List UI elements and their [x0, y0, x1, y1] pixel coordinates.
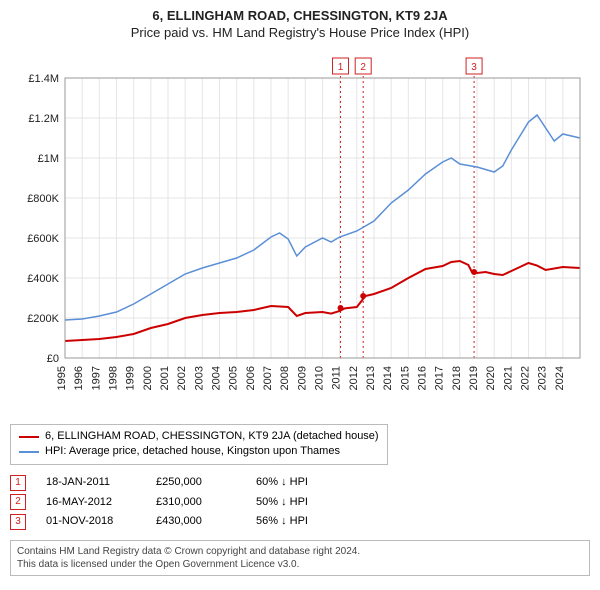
svg-text:1995: 1995 [56, 366, 68, 390]
event-date: 18-JAN-2011 [46, 473, 136, 493]
svg-text:£400K: £400K [27, 273, 59, 285]
svg-text:3: 3 [471, 62, 477, 73]
svg-text:2022: 2022 [520, 366, 532, 390]
svg-text:1996: 1996 [73, 366, 85, 390]
chart-svg: £0 £200K £400K £600K £800K £1M £1.2M £1.4M 1995 1… [10, 48, 590, 418]
chart: £0 £200K £400K £600K £800K £1M £1.2M £1.4M 1995 1… [10, 48, 590, 418]
svg-text:£200K: £200K [27, 313, 59, 325]
svg-text:2002: 2002 [176, 366, 188, 390]
legend-row: HPI: Average price, detached house, King… [19, 444, 379, 459]
event-price: £310,000 [156, 493, 236, 513]
svg-text:2016: 2016 [417, 366, 429, 390]
legend: 6, ELLINGHAM ROAD, CHESSINGTON, KT9 2JA … [10, 424, 388, 465]
license: Contains HM Land Registry data © Crown c… [10, 540, 590, 576]
svg-text:1: 1 [338, 62, 344, 73]
svg-text:2003: 2003 [193, 366, 205, 390]
svg-text:2017: 2017 [434, 366, 446, 390]
svg-text:1999: 1999 [125, 366, 137, 390]
svg-text:2019: 2019 [468, 366, 480, 390]
svg-text:2009: 2009 [296, 366, 308, 390]
svg-text:1998: 1998 [108, 366, 120, 390]
event-number: 1 [10, 475, 26, 491]
event-table: 1 18-JAN-2011 £250,000 60% ↓ HPI 2 16-MAY-201… [10, 473, 590, 532]
license-line: Contains HM Land Registry data © Crown c… [17, 545, 583, 558]
svg-text:2007: 2007 [262, 366, 274, 390]
event-price: £250,000 [156, 473, 236, 493]
event-hpi: 60% ↓ HPI [256, 473, 346, 493]
svg-text:2: 2 [360, 62, 366, 73]
license-line: This data is licensed under the Open Gov… [17, 558, 583, 571]
svg-text:2000: 2000 [142, 366, 154, 390]
svg-text:2021: 2021 [502, 366, 514, 390]
svg-text:2008: 2008 [279, 366, 291, 390]
legend-label: HPI: Average price, detached house, King… [45, 444, 340, 459]
svg-text:2013: 2013 [365, 366, 377, 390]
svg-text:£600K: £600K [27, 233, 59, 245]
svg-text:2004: 2004 [211, 366, 223, 390]
event-row: 1 18-JAN-2011 £250,000 60% ↓ HPI [10, 473, 590, 493]
svg-text:1997: 1997 [90, 366, 102, 390]
page-subtitle: Price paid vs. HM Land Registry's House … [10, 25, 590, 40]
svg-text:2011: 2011 [331, 366, 343, 390]
svg-text:£1.4M: £1.4M [28, 73, 59, 85]
legend-swatch [19, 436, 39, 438]
event-price: £430,000 [156, 512, 236, 532]
event-row: 3 01-NOV-2018 £430,000 56% ↓ HPI [10, 512, 590, 532]
legend-swatch [19, 451, 39, 453]
event-hpi: 56% ↓ HPI [256, 512, 346, 532]
event-number: 3 [10, 514, 26, 530]
svg-text:2018: 2018 [451, 366, 463, 390]
legend-label: 6, ELLINGHAM ROAD, CHESSINGTON, KT9 2JA … [45, 429, 379, 444]
event-date: 16-MAY-2012 [46, 493, 136, 513]
svg-text:2001: 2001 [159, 366, 171, 390]
svg-text:2006: 2006 [245, 366, 257, 390]
svg-text:2014: 2014 [382, 366, 394, 390]
title-block: 6, ELLINGHAM ROAD, CHESSINGTON, KT9 2JA … [10, 8, 590, 40]
svg-text:£0: £0 [47, 353, 59, 365]
svg-text:£800K: £800K [27, 193, 59, 205]
svg-text:2005: 2005 [228, 366, 240, 390]
svg-text:2015: 2015 [399, 366, 411, 390]
event-hpi: 50% ↓ HPI [256, 493, 346, 513]
event-row: 2 16-MAY-2012 £310,000 50% ↓ HPI [10, 493, 590, 513]
event-number: 2 [10, 494, 26, 510]
svg-text:2023: 2023 [537, 366, 549, 390]
svg-text:2024: 2024 [554, 366, 566, 390]
container: 6, ELLINGHAM ROAD, CHESSINGTON, KT9 2JA … [0, 0, 600, 590]
event-date: 01-NOV-2018 [46, 512, 136, 532]
svg-text:2020: 2020 [485, 366, 497, 390]
svg-text:2012: 2012 [348, 366, 360, 390]
svg-text:£1M: £1M [38, 153, 59, 165]
svg-text:2010: 2010 [314, 366, 326, 390]
legend-row: 6, ELLINGHAM ROAD, CHESSINGTON, KT9 2JA … [19, 429, 379, 444]
svg-text:£1.2M: £1.2M [28, 113, 59, 125]
page-title: 6, ELLINGHAM ROAD, CHESSINGTON, KT9 2JA [10, 8, 590, 23]
